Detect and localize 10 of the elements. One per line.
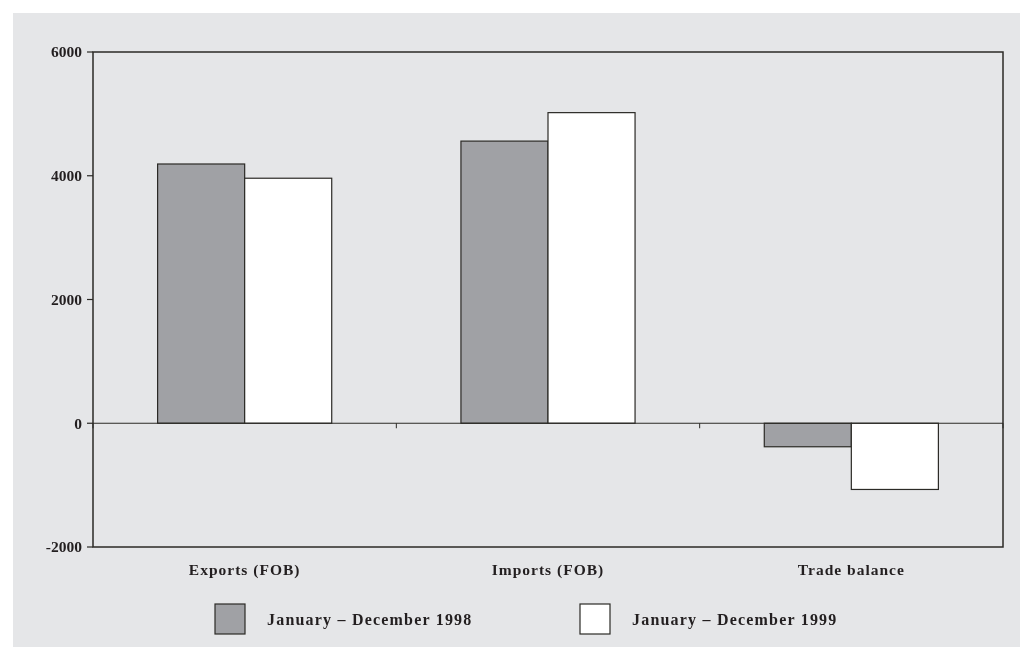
legend-label: January – December 1999 <box>632 611 838 629</box>
y-tick-label: 4000 <box>51 167 83 185</box>
y-tick-label: -2000 <box>45 538 83 556</box>
x-tick-label: Exports (FOB) <box>188 561 301 579</box>
y-tick-label: 6000 <box>51 43 83 61</box>
x-tick-label: Imports (FOB) <box>491 561 605 579</box>
y-tick-label: 0 <box>74 414 83 432</box>
y-tick-label: 2000 <box>51 290 83 308</box>
x-tick-label: Trade balance <box>797 561 905 578</box>
legend-label: January – December 1998 <box>267 611 473 629</box>
